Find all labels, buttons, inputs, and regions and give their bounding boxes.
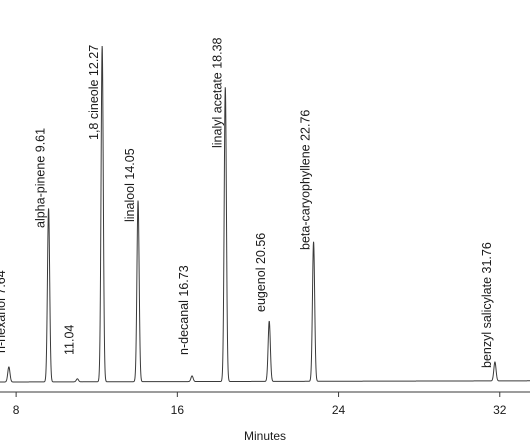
x-axis-title: Minutes xyxy=(244,429,286,443)
x-ticks: 8 16 24 32 xyxy=(13,392,507,417)
peak-label-5: n-decanal 16.73 xyxy=(177,265,191,355)
chromatogram-trace xyxy=(0,45,530,383)
x-tick-label-16: 16 xyxy=(171,403,185,417)
peak-label-1: alpha-pinene 9.61 xyxy=(34,128,48,228)
trace-layer xyxy=(0,45,530,383)
peak-label-4: linalool 14.05 xyxy=(123,148,137,222)
peak-label-2: 11.04 xyxy=(62,325,76,355)
peak-labels: n-hexanol 7.64 alpha-pinene 9.61 11.04 1,8 … xyxy=(0,37,494,368)
x-tick-label-32: 32 xyxy=(493,403,507,417)
peak-label-3: 1,8 cineole 12.27 xyxy=(87,45,101,140)
x-tick-label-8: 8 xyxy=(13,403,20,417)
peak-label-9: benzyl salicylate 31.76 xyxy=(480,242,494,368)
peak-label-0: n-hexanol 7.64 xyxy=(0,270,8,353)
peak-label-7: eugenol 20.56 xyxy=(254,233,268,312)
peak-label-8: beta-caryophyllene 22.76 xyxy=(299,110,313,250)
peak-label-6: linalyl acetate 18.38 xyxy=(210,37,224,148)
x-tick-label-24: 24 xyxy=(332,403,346,417)
